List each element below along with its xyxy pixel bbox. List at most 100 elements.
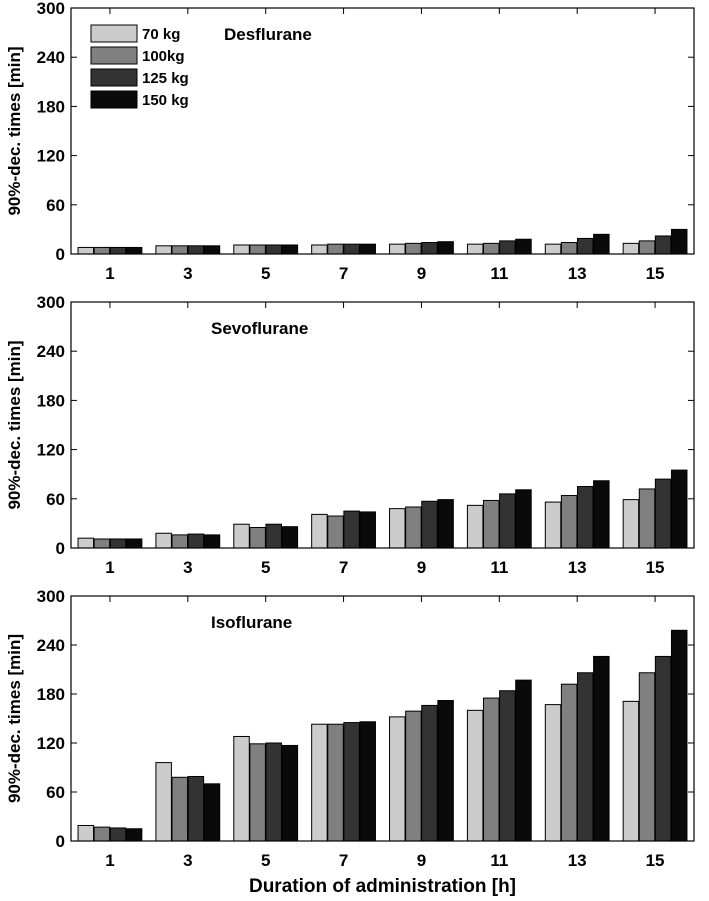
panel-title: Isoflurane — [211, 613, 292, 632]
xtick-label: 9 — [417, 558, 426, 577]
bar-70kg-15h — [622, 700, 640, 842]
bar-125kg-5h — [265, 742, 282, 842]
bar-70kg-3h — [155, 532, 172, 549]
bar-70kg-13h — [544, 704, 562, 842]
panel-title: Desflurane — [224, 25, 312, 44]
bar-125kg-15h — [654, 235, 672, 255]
bar-100kg-15h — [638, 488, 656, 549]
bar-150kg-13h — [593, 480, 610, 549]
bar-70kg-1h — [77, 824, 95, 842]
ytick-label: 120 — [37, 147, 65, 166]
bar-70kg-7h — [311, 244, 328, 255]
legend-label-150kg: 150 kg — [142, 92, 189, 109]
bar-125kg-15h — [654, 478, 672, 549]
bar-150kg-9h — [437, 499, 454, 549]
bar-150kg-3h — [203, 534, 221, 549]
xtick-label: 3 — [183, 558, 192, 577]
xtick-label: 9 — [417, 851, 426, 870]
bar-150kg-15h — [670, 228, 688, 255]
bar-70kg-1h — [77, 246, 95, 255]
ytick-label: 60 — [46, 490, 65, 509]
bar-150kg-7h — [359, 511, 376, 549]
bar-125kg-1h — [109, 827, 127, 842]
bar-70kg-15h — [622, 242, 640, 255]
y-axis-label: 90%-dec. times [min] — [5, 340, 24, 509]
bar-100kg-15h — [638, 672, 656, 842]
bar-150kg-1h — [125, 828, 143, 842]
bar-125kg-1h — [109, 538, 127, 549]
xtick-label: 13 — [568, 264, 587, 283]
bar-150kg-11h — [515, 489, 532, 549]
bar-100kg-13h — [560, 683, 578, 842]
plot-area — [71, 8, 694, 254]
legend-swatch-125kg — [90, 68, 138, 87]
axes-frame — [70, 301, 695, 549]
bar-100kg-11h — [483, 499, 500, 549]
bar-70kg-11h — [466, 243, 484, 255]
xtick-label: 3 — [183, 851, 192, 870]
xtick-label: 7 — [339, 851, 348, 870]
bar-125kg-7h — [343, 243, 360, 255]
xtick-label: 5 — [261, 851, 270, 870]
bar-70kg-11h — [466, 709, 484, 842]
bar-125kg-5h — [265, 523, 282, 549]
xtick-label: 1 — [105, 264, 114, 283]
ytick-label: 300 — [37, 0, 65, 18]
legend-swatch-100kg — [90, 46, 138, 65]
legend: 70 kg 100kg 125 kg 150 kg — [90, 24, 189, 109]
bar-150kg-7h — [359, 721, 376, 842]
bar-100kg-3h — [171, 534, 189, 549]
xtick-label: 13 — [568, 851, 587, 870]
bar-125kg-1h — [109, 246, 127, 255]
legend-swatch-150kg — [90, 90, 138, 109]
bar-150kg-3h — [203, 783, 221, 842]
bar-70kg-11h — [466, 504, 484, 549]
bar-125kg-11h — [499, 240, 516, 255]
bar-125kg-3h — [187, 533, 205, 549]
ytick-label: 60 — [46, 196, 65, 215]
xtick-label: 9 — [417, 264, 426, 283]
bar-125kg-13h — [576, 672, 594, 842]
bar-125kg-9h — [421, 242, 438, 255]
bar-70kg-3h — [155, 762, 172, 842]
bar-150kg-7h — [359, 243, 376, 255]
x-axis-label: Duration of administration [h] — [249, 876, 516, 897]
bar-125kg-15h — [654, 655, 672, 842]
axes-frame — [70, 595, 695, 842]
ytick-label: 180 — [37, 97, 65, 116]
bar-100kg-9h — [405, 710, 422, 842]
ytick-label: 300 — [37, 293, 65, 312]
xtick-label: 11 — [490, 851, 508, 870]
y-axis-label: 90%-dec. times [min] — [5, 46, 24, 215]
ytick-label: 0 — [56, 832, 65, 851]
bar-100kg-3h — [171, 776, 189, 842]
bar-100kg-1h — [93, 826, 111, 842]
bar-100kg-13h — [560, 495, 578, 549]
xtick-label: 5 — [261, 264, 270, 283]
bar-150kg-9h — [437, 241, 454, 255]
bar-100kg-5h — [249, 244, 266, 255]
bar-125kg-13h — [576, 237, 594, 255]
bar-100kg-3h — [171, 245, 189, 255]
bar-125kg-3h — [187, 775, 205, 842]
xtick-label: 11 — [490, 264, 508, 283]
bar-100kg-11h — [483, 697, 500, 842]
y-axis-label: 90%-dec. times [min] — [5, 634, 24, 803]
bar-100kg-7h — [327, 723, 344, 842]
xtick-label: 3 — [183, 264, 192, 283]
bar-125kg-3h — [187, 245, 205, 255]
xtick-label: 11 — [490, 558, 508, 577]
bar-70kg-3h — [155, 245, 172, 255]
ytick-label: 240 — [37, 342, 65, 361]
bar-70kg-5h — [233, 244, 250, 255]
bar-70kg-1h — [77, 537, 95, 549]
bar-150kg-3h — [203, 245, 221, 255]
bar-125kg-5h — [265, 244, 282, 255]
bar-70kg-9h — [389, 243, 406, 255]
xtick-label: 15 — [646, 851, 665, 870]
ytick-label: 0 — [56, 245, 65, 264]
bar-70kg-7h — [311, 513, 328, 549]
